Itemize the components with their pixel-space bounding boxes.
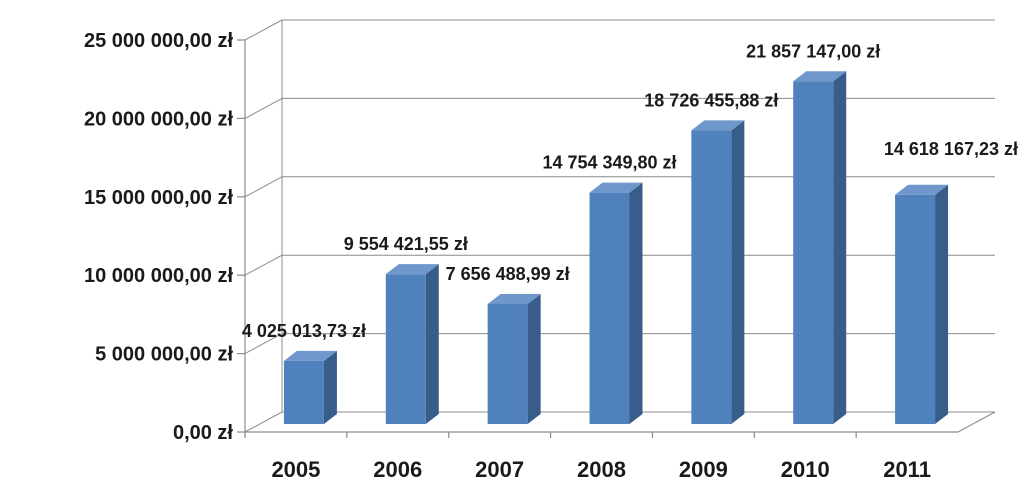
- bar-side-2011: [935, 184, 949, 424]
- data-label-2007: 7 656 488,99 zł: [446, 264, 570, 284]
- data-label-2009: 18 726 455,88 zł: [644, 90, 778, 110]
- data-label-2005: 4 025 013,73 zł: [242, 321, 366, 341]
- bars: [283, 71, 949, 424]
- x-tick-label-2010: 2010: [781, 457, 830, 482]
- bar-side-2009: [731, 120, 745, 424]
- data-label-2010: 21 857 147,00 zł: [746, 41, 880, 61]
- x-tick-label-2006: 2006: [373, 457, 422, 482]
- y-tick-label-2: 10 000 000,00 zł: [84, 265, 233, 287]
- bar-2009: [691, 120, 745, 424]
- bar-2011: [895, 184, 949, 424]
- bar-side-2005: [323, 350, 337, 424]
- data-label-2008: 14 754 349,80 zł: [542, 153, 676, 173]
- bar-top-2006: [385, 264, 439, 275]
- bar-top-2005: [283, 350, 337, 361]
- gridline-side-1: [244, 333, 283, 355]
- data-label-2006: 9 554 421,55 zł: [344, 234, 468, 254]
- y-axis-tick-labels: 0,00 zł 5 000 000,00 zł 10 000 000,00 zł 15…: [84, 30, 245, 444]
- gridline-side-3: [244, 176, 283, 198]
- bar-top-2008: [589, 182, 643, 193]
- bar-side-2007: [527, 293, 541, 424]
- y-tick-label-4: 20 000 000,00 zł: [84, 108, 233, 130]
- bar-side-2006: [425, 264, 439, 424]
- bar-side-2010: [833, 71, 847, 424]
- x-axis-tick-labels: 2005 2006 2007 2008 2009 2010 2011: [244, 432, 931, 482]
- axes: [244, 20, 996, 433]
- x-tick-label-2005: 2005: [271, 457, 320, 482]
- y-tick-label-5: 25 000 000,00 zł: [84, 30, 233, 52]
- floor-right-edge: [957, 411, 996, 433]
- x-tick-label-2008: 2008: [577, 457, 626, 482]
- y-tick-label-0: 0,00 zł: [173, 422, 233, 444]
- bar-front-2011: [895, 194, 936, 424]
- bar-2007: [487, 293, 541, 424]
- bar-front-2008: [589, 192, 630, 424]
- bar-2008: [589, 182, 643, 424]
- bar-front-2010: [793, 81, 834, 424]
- bar-2005: [283, 350, 337, 424]
- data-labels: 4 025 013,73 zł 9 554 421,55 zł 7 656 488,…: [242, 41, 1018, 341]
- bar-top-2011: [895, 184, 949, 195]
- x-tick-label-2007: 2007: [475, 457, 524, 482]
- bar-front-2007: [487, 303, 528, 424]
- y-tick-label-3: 15 000 000,00 zł: [84, 187, 233, 209]
- gridline-side-0: [244, 411, 283, 433]
- bar-top-2010: [793, 71, 847, 82]
- bar-top-2007: [487, 293, 541, 304]
- bar-2010: [793, 71, 847, 424]
- bar-front-2009: [691, 130, 732, 424]
- x-tick-label-2009: 2009: [679, 457, 728, 482]
- gridline-side-4: [244, 97, 283, 119]
- data-label-2011: 14 618 167,23 zł: [884, 139, 1018, 159]
- bar-top-2009: [691, 120, 745, 131]
- bar-side-2008: [629, 182, 643, 424]
- x-tick-label-2011: 2011: [883, 457, 931, 482]
- gridline-side-2: [244, 254, 283, 276]
- bar-front-2006: [385, 274, 426, 424]
- bar-front-2005: [283, 360, 324, 424]
- bar-2006: [385, 264, 439, 424]
- y-tick-label-1: 5 000 000,00 zł: [95, 344, 233, 366]
- gridline-side-5: [244, 19, 283, 41]
